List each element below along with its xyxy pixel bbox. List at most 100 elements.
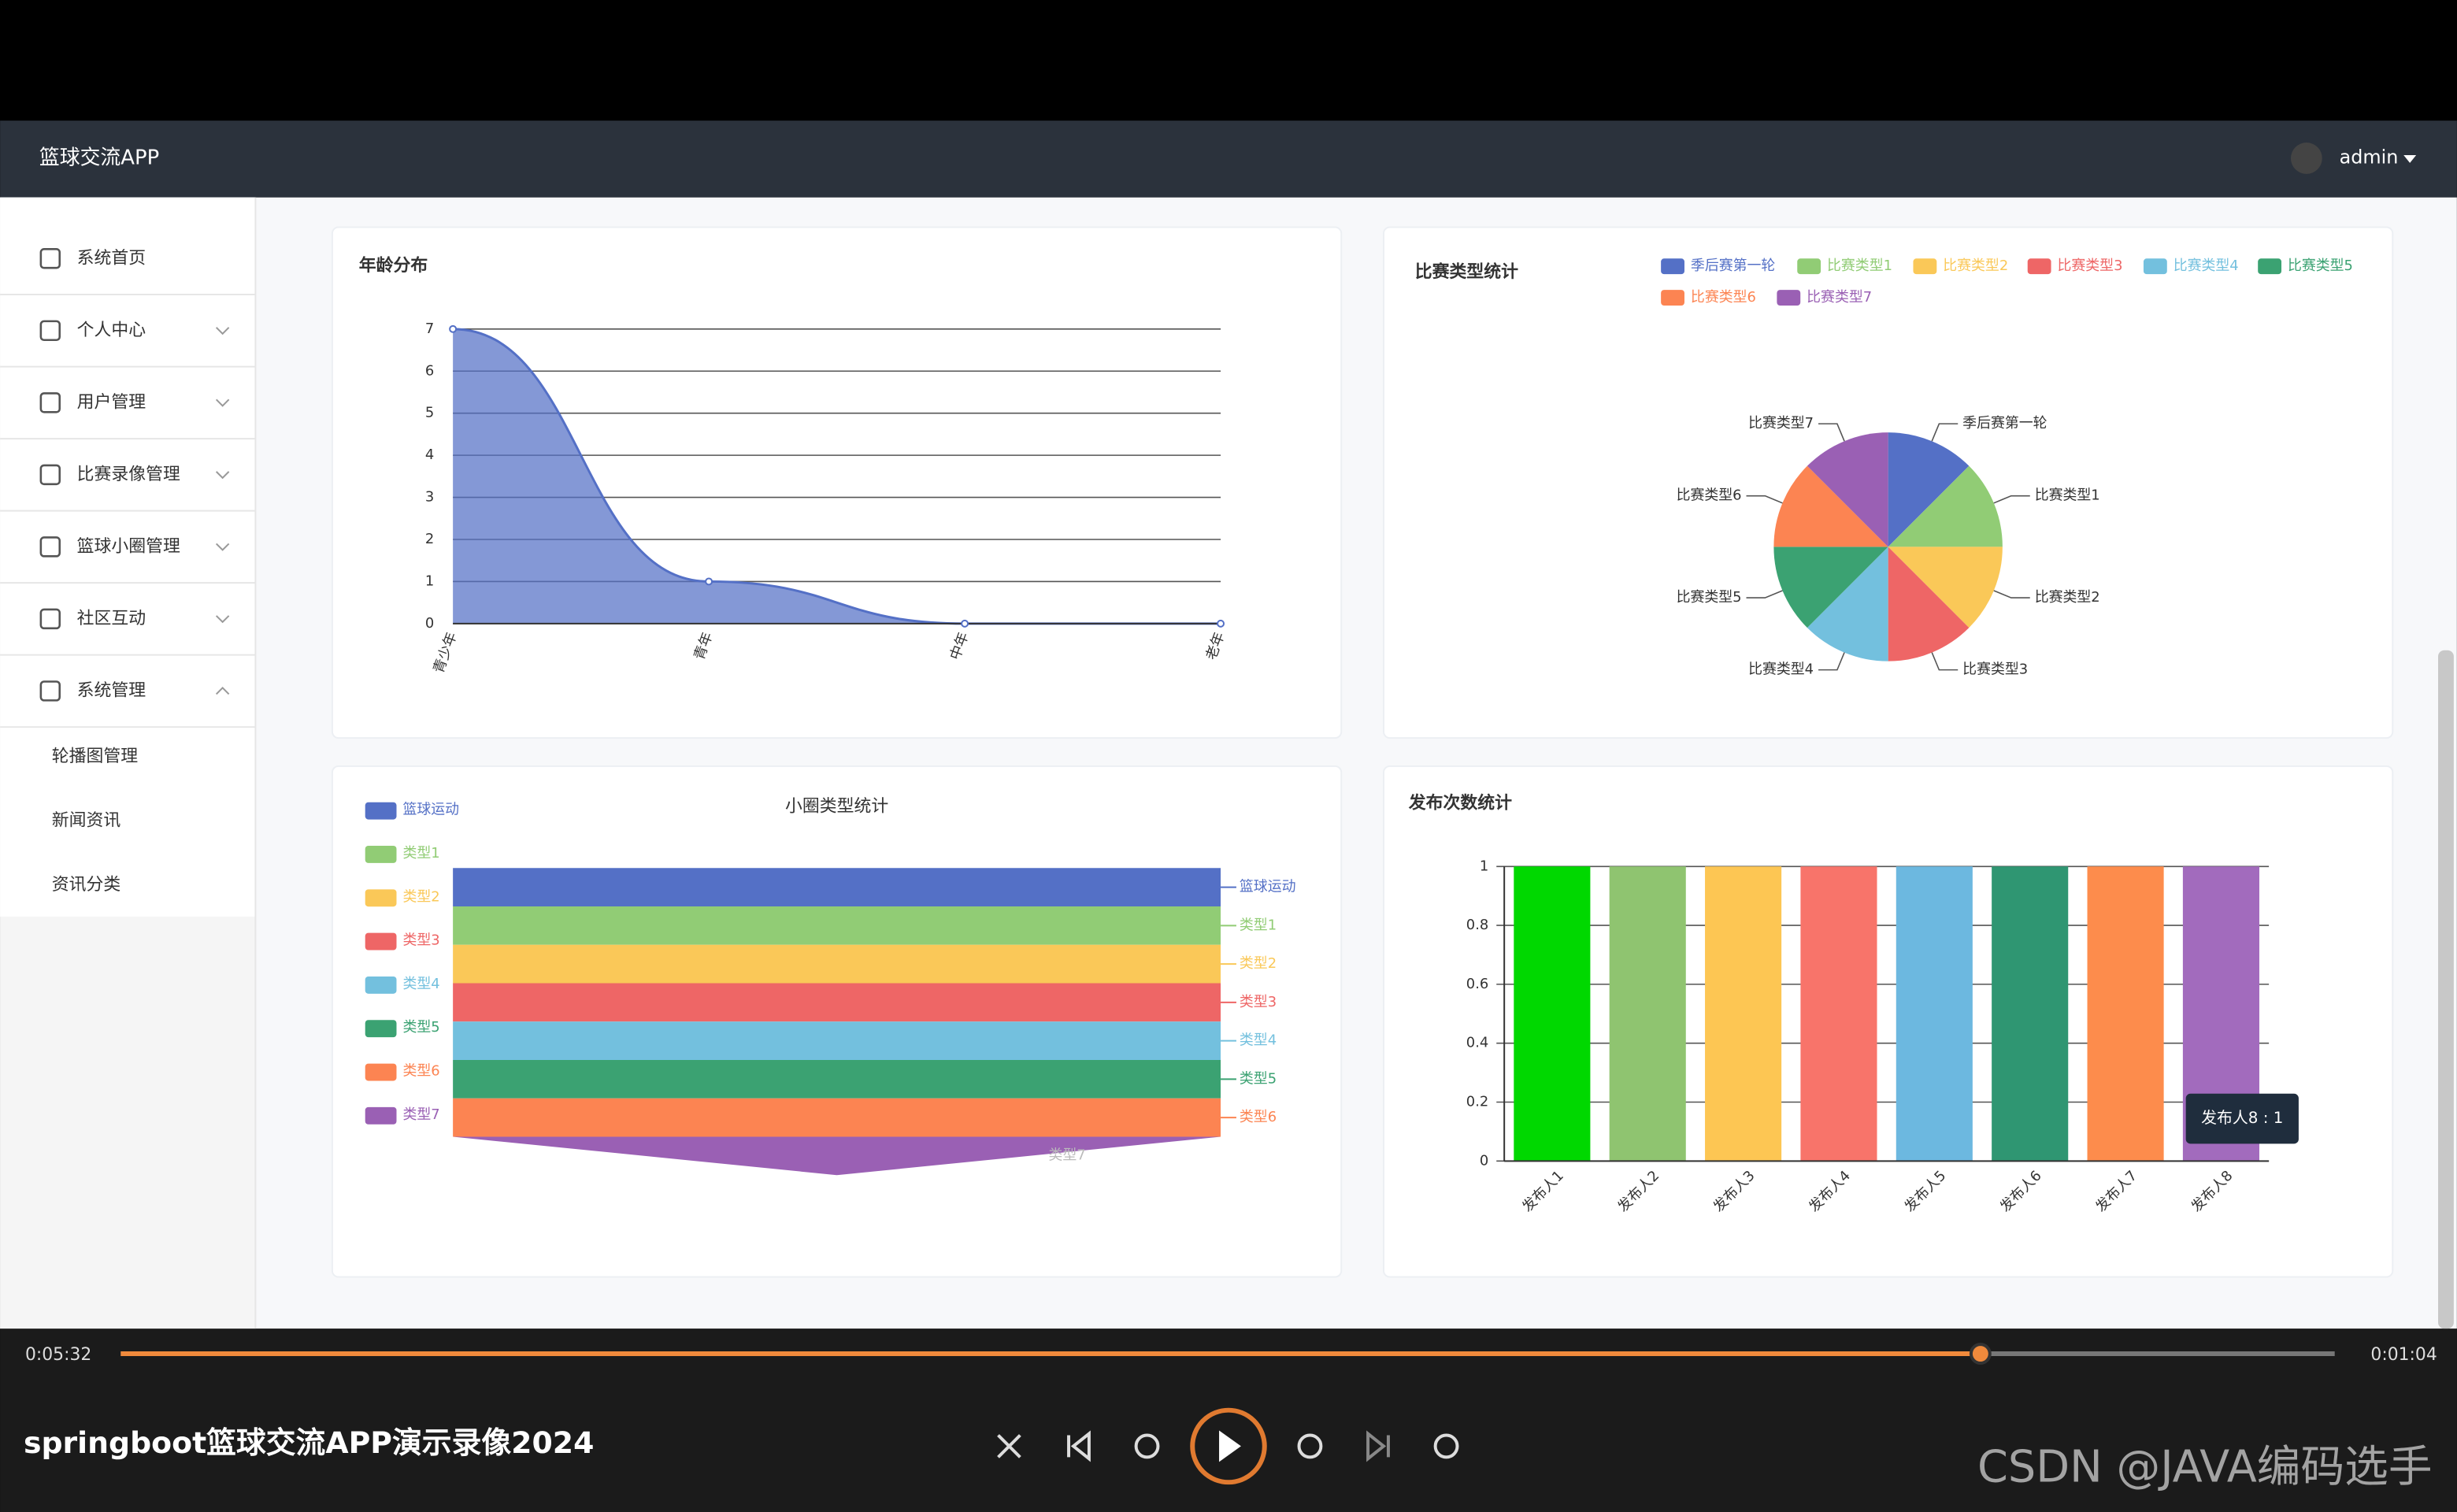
funnel-segment[interactable] bbox=[453, 1021, 1221, 1060]
legend-label[interactable]: 比赛类型1 bbox=[1827, 258, 1892, 274]
shuffle-button[interactable] bbox=[997, 1434, 1021, 1458]
legend-swatch[interactable] bbox=[2143, 258, 2167, 275]
legend-swatch[interactable] bbox=[365, 889, 397, 907]
legend-swatch[interactable] bbox=[2258, 258, 2282, 275]
menu-icon bbox=[39, 536, 61, 558]
menu-item[interactable]: 篮球小圈管理 bbox=[77, 536, 180, 556]
dropdown-arrow[interactable] bbox=[2403, 154, 2417, 163]
y-tick-label: 2 bbox=[425, 531, 434, 547]
user-name[interactable]: admin bbox=[2340, 146, 2399, 168]
previous-button[interactable] bbox=[1067, 1430, 1091, 1462]
pie-slice[interactable] bbox=[1888, 547, 2003, 628]
menu-item[interactable]: 系统首页 bbox=[77, 248, 146, 268]
funnel-segment[interactable] bbox=[453, 944, 1221, 984]
legend-swatch[interactable] bbox=[365, 1106, 397, 1125]
slice-label: 比赛类型3 bbox=[1962, 662, 2028, 678]
pie-slice[interactable] bbox=[1888, 547, 1970, 662]
menu-item[interactable]: 系统管理 bbox=[77, 680, 146, 700]
point bbox=[1217, 619, 1225, 628]
legend-swatch[interactable] bbox=[365, 846, 397, 863]
legend-label[interactable]: 比赛类型2 bbox=[1943, 258, 2008, 274]
controls bbox=[997, 1407, 1459, 1485]
legend-swatch[interactable] bbox=[365, 932, 397, 951]
y-tick-label: 3 bbox=[425, 489, 434, 506]
pie-slice[interactable] bbox=[1807, 432, 1888, 547]
legend-label[interactable]: 类型4 bbox=[402, 976, 439, 992]
play-button[interactable] bbox=[1190, 1407, 1267, 1485]
legend-label[interactable]: 篮球运动 bbox=[402, 802, 459, 818]
bar[interactable] bbox=[1514, 866, 1591, 1162]
bar[interactable] bbox=[1609, 866, 1686, 1162]
legend-swatch[interactable] bbox=[365, 976, 397, 994]
legend-swatch[interactable] bbox=[1661, 290, 1684, 306]
avatar[interactable] bbox=[2290, 143, 2322, 174]
point bbox=[705, 577, 713, 586]
pie-slice[interactable] bbox=[1773, 547, 1888, 628]
pie-slice[interactable] bbox=[1807, 547, 1888, 662]
next-button[interactable] bbox=[1366, 1430, 1390, 1462]
funnel-segment[interactable] bbox=[453, 868, 1221, 907]
menu-icon bbox=[39, 248, 61, 269]
bar[interactable] bbox=[1800, 866, 1877, 1162]
legend-swatch[interactable] bbox=[365, 802, 397, 820]
menu-arrow bbox=[215, 327, 230, 335]
repeat-button[interactable] bbox=[1433, 1433, 1459, 1459]
slice-label: 比赛类型6 bbox=[1677, 487, 1742, 504]
legend-label[interactable]: 类型2 bbox=[402, 888, 439, 905]
bar[interactable] bbox=[1992, 866, 2069, 1162]
legend-label[interactable]: 比赛类型6 bbox=[1691, 289, 1756, 306]
legend-label[interactable]: 比赛类型4 bbox=[2174, 258, 2239, 274]
legend-label[interactable]: 比赛类型3 bbox=[2058, 258, 2123, 274]
rewind-button[interactable] bbox=[1134, 1433, 1160, 1459]
video-title: springboot篮球交流APP演示录像2024 bbox=[24, 1425, 594, 1460]
label-line bbox=[1993, 590, 2030, 598]
bar[interactable] bbox=[1896, 866, 1973, 1162]
legend-swatch[interactable] bbox=[365, 1020, 397, 1038]
app-header bbox=[0, 120, 2457, 198]
menu-item[interactable]: 社区互动 bbox=[77, 609, 146, 628]
funnel-segment[interactable] bbox=[453, 1098, 1221, 1137]
funnel-segment[interactable] bbox=[453, 983, 1221, 1022]
legend-label[interactable]: 类型5 bbox=[402, 1019, 439, 1036]
y-tick-label: 0 bbox=[1480, 1152, 1488, 1169]
legend-label[interactable]: 类型6 bbox=[402, 1063, 439, 1080]
legend-swatch[interactable] bbox=[1913, 258, 1937, 275]
area bbox=[453, 328, 1221, 624]
menu-item[interactable]: 用户管理 bbox=[77, 392, 146, 412]
bar[interactable] bbox=[1705, 866, 1782, 1162]
legend-swatch[interactable] bbox=[2027, 258, 2051, 275]
progress-knob[interactable] bbox=[1969, 1343, 1992, 1365]
pie-slice[interactable] bbox=[1888, 432, 1970, 547]
scrollbar[interactable] bbox=[2438, 650, 2454, 1329]
legend-label[interactable]: 季后赛第一轮 bbox=[1691, 258, 1775, 274]
legend-label[interactable]: 比赛类型5 bbox=[2288, 258, 2353, 274]
play-icon[interactable] bbox=[1219, 1430, 1241, 1462]
submenu-item[interactable]: 新闻资讯 bbox=[52, 811, 121, 831]
legend-label[interactable]: 类型7 bbox=[402, 1106, 439, 1123]
menu-item[interactable]: 个人中心 bbox=[77, 321, 146, 340]
pie-slice[interactable] bbox=[1888, 465, 2003, 547]
bar[interactable] bbox=[2087, 866, 2164, 1162]
submenu-item[interactable]: 轮播图管理 bbox=[52, 747, 138, 766]
menu-item[interactable]: 比赛录像管理 bbox=[77, 465, 180, 484]
y-tick-label: 1 bbox=[1480, 858, 1488, 874]
submenu-item[interactable]: 资讯分类 bbox=[52, 875, 121, 895]
funnel-segment[interactable] bbox=[453, 906, 1221, 945]
legend-label[interactable]: 比赛类型7 bbox=[1807, 289, 1872, 306]
pie-slice[interactable] bbox=[1773, 465, 1888, 547]
forward-button[interactable] bbox=[1297, 1433, 1323, 1459]
funnel-segment[interactable] bbox=[453, 1136, 1221, 1176]
funnel-segment[interactable] bbox=[453, 1059, 1221, 1099]
label-line bbox=[1746, 495, 1783, 504]
slice-label: 比赛类型5 bbox=[1677, 589, 1742, 606]
legend-label[interactable]: 类型3 bbox=[402, 932, 439, 949]
legend-swatch[interactable] bbox=[1797, 258, 1821, 275]
legend-label[interactable]: 类型1 bbox=[402, 845, 439, 862]
legend-swatch[interactable] bbox=[1661, 258, 1684, 275]
legend-swatch[interactable] bbox=[365, 1063, 397, 1081]
app-title: 篮球交流APP bbox=[39, 146, 159, 169]
legend-swatch[interactable] bbox=[1777, 290, 1801, 306]
